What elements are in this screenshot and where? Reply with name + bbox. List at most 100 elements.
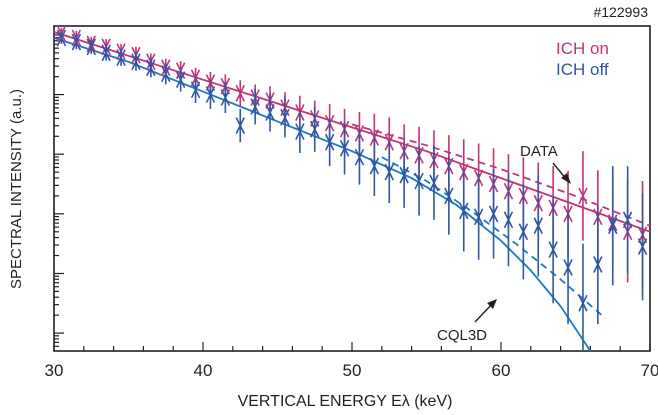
data-point [250, 88, 260, 125]
data-marker-stroke [101, 44, 111, 62]
data-marker-stroke [578, 294, 588, 312]
data-marker-stroke [593, 256, 603, 273]
data-point [548, 195, 558, 304]
data-point [161, 62, 171, 85]
annotations: DATA CQL3D [437, 143, 571, 344]
x-axis-title: VERTICAL ENERGY Eλ (keV) [238, 393, 453, 410]
shot-number-label: #122993 [593, 4, 648, 20]
data-marker-stroke [384, 163, 394, 181]
data-point [354, 129, 365, 185]
data-point [429, 145, 439, 220]
data-point [488, 169, 499, 259]
data-marker-stroke [608, 217, 618, 235]
data-point [116, 49, 126, 66]
data-marker-stroke [548, 241, 558, 258]
data-marker-stroke [563, 259, 573, 276]
data-point [533, 175, 543, 277]
x-tick-label: 60 [492, 361, 511, 380]
x-tick-label: 50 [343, 361, 362, 380]
data-marker-stroke [146, 59, 156, 77]
data-point [71, 33, 82, 51]
x-tick-label: 40 [194, 361, 213, 380]
data-marker-stroke [310, 120, 320, 138]
data-marker-stroke [339, 139, 350, 157]
data-point [414, 146, 424, 216]
data-marker-stroke [459, 202, 469, 220]
x-axis-ticks [53, 342, 651, 351]
data-point [220, 82, 231, 114]
data-marker-stroke [503, 211, 514, 229]
data-point [637, 192, 648, 301]
data-marker-stroke [235, 117, 245, 134]
data-point [190, 76, 201, 103]
y-axis-title: SPECTRAL INTENSITY (a.u.) [8, 89, 25, 289]
x-tick-label: 30 [45, 361, 64, 380]
data-marker-stroke [205, 86, 216, 103]
data-marker-stroke [86, 38, 96, 56]
data-point [563, 210, 573, 325]
data-point [56, 29, 67, 47]
data-point [235, 80, 245, 107]
data-point [295, 110, 305, 154]
data-marker-stroke [161, 65, 171, 83]
data-point [205, 80, 216, 109]
data-point [235, 108, 245, 143]
model-curve [351, 123, 651, 227]
data-marker-stroke [71, 33, 82, 51]
model-curve [53, 37, 592, 352]
y-axis-ticks [54, 34, 64, 347]
data-marker-stroke [175, 71, 186, 89]
data-point [593, 204, 603, 325]
x-axis-tick-labels: 30 40 50 60 70 [45, 361, 658, 380]
data-marker-stroke [488, 205, 499, 223]
data-marker-stroke [518, 223, 529, 241]
data-point [369, 136, 380, 196]
data-point [339, 122, 350, 175]
data-marker-stroke [622, 211, 633, 229]
data-point [86, 38, 96, 56]
data-marker-stroke [399, 166, 409, 184]
data-point [578, 151, 588, 241]
legend-entry-ich-on: ICH on [556, 39, 609, 58]
data-point [101, 44, 111, 62]
data-marker-stroke [429, 174, 439, 192]
data-marker-stroke [369, 157, 380, 175]
data-point [131, 52, 141, 71]
data-point [518, 184, 529, 280]
data-series-group [56, 29, 648, 351]
data-point [399, 142, 409, 208]
legend-entry-ich-off: ICH off [556, 60, 609, 79]
data-marker-stroke [220, 89, 231, 106]
data-point [280, 96, 290, 138]
data-marker-stroke [235, 85, 245, 102]
data-marker-stroke [637, 238, 648, 255]
data-point [503, 173, 514, 267]
data-point [175, 67, 186, 92]
data-annotation-label: DATA [520, 143, 558, 160]
data-marker-stroke [116, 49, 126, 66]
data-marker-stroke [444, 187, 454, 205]
data-marker-stroke [324, 133, 335, 151]
cql3d-annotation-arrow-line [474, 302, 494, 323]
data-marker-stroke [131, 53, 141, 71]
data-marker-stroke [578, 187, 588, 205]
cql3d-annotation-label: CQL3D [437, 327, 487, 344]
data-marker-stroke [295, 123, 305, 140]
data-point [265, 93, 275, 132]
data-point [146, 58, 156, 78]
data-point [310, 106, 320, 152]
legend: ICH on ICH off [556, 39, 609, 79]
data-annotation-arrowhead [561, 173, 571, 184]
data-marker-stroke [250, 98, 260, 115]
data-point [622, 166, 633, 274]
data-point [384, 141, 394, 204]
model-curves [53, 31, 651, 352]
data-marker-stroke [354, 148, 365, 166]
data-point [444, 157, 454, 235]
data-point [459, 170, 469, 252]
data-marker-stroke [56, 29, 67, 47]
data-point [473, 173, 484, 260]
data-marker-stroke [473, 208, 484, 226]
data-marker-stroke [414, 172, 424, 190]
